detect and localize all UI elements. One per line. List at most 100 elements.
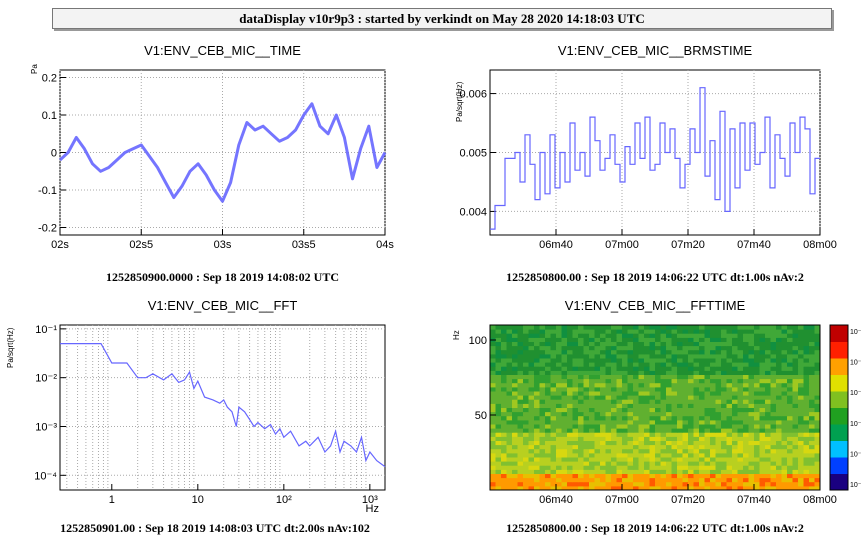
heatmap-cell — [556, 358, 562, 363]
heatmap-cell — [644, 424, 650, 429]
heatmap-cell — [644, 374, 650, 380]
heatmap-cell — [495, 473, 502, 479]
heatmap-cell — [787, 428, 793, 433]
heatmap-cell — [594, 481, 601, 487]
heatmap-cell — [611, 469, 617, 474]
heatmap-cell — [765, 329, 771, 334]
heatmap-cell — [677, 469, 683, 474]
heatmap-cell — [539, 345, 546, 351]
heatmap-cell — [688, 411, 694, 417]
heatmap-cell — [787, 325, 793, 330]
heatmap-cell — [594, 391, 601, 396]
heatmap-cell — [704, 411, 711, 417]
heatmap-cell — [776, 374, 782, 380]
heatmap-cell — [490, 477, 496, 483]
heatmap-cell — [550, 428, 557, 433]
heatmap-cell — [814, 378, 821, 384]
heatmap-cell — [776, 358, 782, 363]
heatmap-cell — [528, 457, 535, 462]
heatmap-cell — [765, 399, 771, 404]
heatmap-cell — [605, 382, 612, 388]
heatmap-cell — [792, 477, 799, 483]
heatmap-cell — [809, 374, 815, 380]
heatmap-cell — [633, 325, 639, 330]
heatmap-cell — [649, 358, 656, 363]
heatmap-cell — [748, 403, 755, 408]
heatmap-cell — [726, 428, 733, 433]
heatmap-cell — [677, 345, 683, 351]
heatmap-cell — [638, 345, 645, 351]
heatmap-cell — [490, 411, 496, 417]
heatmap-cell — [567, 358, 573, 363]
heatmap-cell — [726, 424, 733, 429]
heatmap-cell — [748, 407, 755, 413]
heatmap-cell — [699, 382, 705, 388]
heatmap-cell — [517, 428, 524, 433]
heatmap-cell — [666, 333, 672, 338]
heatmap-cell — [523, 411, 529, 417]
heatmap-cell — [567, 407, 573, 413]
heatmap-cell — [765, 432, 771, 437]
heatmap-cell — [627, 337, 634, 342]
heatmap-cell — [523, 366, 529, 371]
heatmap-cell — [715, 333, 722, 338]
heatmap-cell — [809, 469, 815, 474]
heatmap-cell — [594, 432, 601, 437]
heatmap-cell — [715, 366, 722, 371]
heatmap-cell — [655, 391, 661, 396]
heatmap-cell — [660, 411, 667, 417]
heatmap-cell — [627, 485, 634, 491]
x-tick-label: 07m20 — [671, 239, 705, 251]
heatmap-cell — [798, 477, 804, 483]
heatmap-cell — [523, 407, 529, 413]
y-tick-label: 100 — [469, 335, 487, 347]
heatmap-cell — [759, 457, 766, 462]
heatmap-cell — [671, 457, 678, 462]
heatmap-cell — [616, 465, 623, 470]
heatmap-cell — [809, 465, 815, 470]
heatmap-cell — [754, 448, 760, 454]
heatmap-cell — [814, 485, 821, 491]
heatmap-cell — [578, 329, 584, 334]
caption-brms: 1252850800.00 : Sep 18 2019 14:06:22 UTC… — [506, 270, 804, 284]
heatmap-cell — [704, 448, 711, 454]
heatmap-cell — [682, 436, 689, 441]
heatmap-cell — [506, 378, 513, 384]
heatmap-cell — [512, 419, 518, 425]
heatmap-cell — [671, 448, 678, 454]
heatmap-cell — [539, 341, 546, 347]
heatmap-cell — [638, 448, 645, 454]
heatmap-cell — [589, 477, 595, 483]
heatmap-cell — [556, 341, 562, 347]
heatmap-cell — [677, 378, 683, 384]
heatmap-cell — [490, 366, 496, 371]
heatmap-cell — [809, 358, 815, 363]
heatmap-cell — [732, 428, 738, 433]
heatmap-cell — [660, 395, 667, 400]
heatmap-cell — [600, 477, 606, 483]
heatmap-cell — [781, 382, 788, 388]
heatmap-cell — [622, 440, 628, 446]
heatmap-cell — [671, 391, 678, 396]
heatmap-cell — [787, 452, 793, 458]
heatmap-cell — [633, 382, 639, 388]
heatmap-cell — [660, 415, 667, 421]
heatmap-cell — [776, 370, 782, 375]
heatmap-cell — [743, 333, 749, 338]
heatmap-cell — [556, 485, 562, 491]
heatmap-cell — [787, 366, 793, 371]
heatmap-cell — [715, 391, 722, 396]
heatmap-cell — [754, 341, 760, 347]
heatmap-cell — [512, 469, 518, 474]
heatmap-cell — [693, 448, 700, 454]
heatmap-cell — [732, 485, 738, 491]
heatmap-cell — [578, 448, 584, 454]
heatmap-cell — [699, 436, 705, 441]
heatmap-cell — [550, 345, 557, 351]
colorbar-segment — [830, 374, 848, 392]
heatmap-cell — [765, 362, 771, 367]
heatmap-cell — [616, 329, 623, 334]
heatmap-cell — [589, 345, 595, 351]
heatmap-cell — [666, 436, 672, 441]
heatmap-cell — [759, 386, 766, 392]
